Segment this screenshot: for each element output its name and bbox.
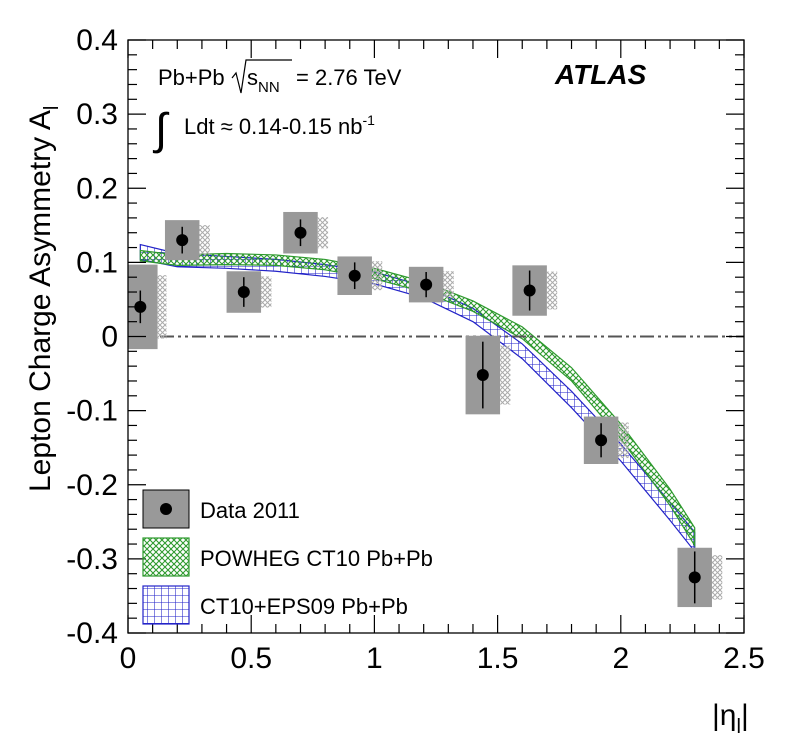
x-tick-label: 1.5 — [477, 642, 519, 675]
syst-hatch-box — [711, 555, 723, 600]
y-tick-label: -0.2 — [66, 469, 118, 502]
data-marker — [688, 571, 701, 584]
legend-item-powheg: POWHEG CT10 Pb+Pb — [142, 537, 433, 577]
x-tick-label: 0 — [120, 642, 137, 675]
experiment-label: ATLAS — [554, 59, 647, 90]
syst-hatch-box — [157, 275, 167, 339]
legend-label-eps09: CT10+EPS09 Pb+Pb — [200, 594, 408, 619]
y-axis-title: Lepton Charge Asymmetry Al — [24, 106, 63, 492]
integral-sign: ∫ — [152, 105, 170, 154]
y-tick-label: -0.3 — [66, 543, 118, 576]
data-point — [164, 220, 210, 261]
data-marker — [476, 369, 489, 382]
x-tick-label: 2 — [612, 642, 629, 675]
energy-value: = 2.76 TeV — [296, 65, 402, 90]
data-marker — [134, 300, 147, 313]
legend-item-data: Data 2011 — [142, 489, 300, 529]
energy-annotation: Pb+Pb sNN = 2.76 TeV — [158, 59, 402, 96]
data-marker — [420, 278, 433, 291]
data-marker — [348, 269, 361, 282]
y-tick-label: 0.3 — [76, 98, 118, 131]
y-tick-label: 0 — [101, 321, 118, 354]
y-tick-label: -0.1 — [66, 395, 118, 428]
data-point — [677, 547, 723, 608]
syst-hatch-box — [261, 276, 272, 308]
data-point — [583, 416, 629, 464]
data-marker — [237, 286, 250, 299]
syst-hatch-box — [500, 345, 511, 405]
data-points — [128, 211, 723, 608]
x-tick-label: 2.5 — [723, 642, 765, 675]
syst-hatch-box — [199, 225, 210, 256]
legend-item-eps09: CT10+EPS09 Pb+Pb — [142, 585, 408, 625]
lumi-label: Ldt ≈ 0.14-0.15 nb-1 — [184, 112, 375, 139]
x-tick-label: 1 — [366, 642, 383, 675]
legend-label-powheg: POWHEG CT10 Pb+Pb — [200, 546, 433, 571]
data-point — [337, 256, 383, 295]
data-point — [512, 265, 558, 316]
data-point — [408, 266, 454, 303]
data-marker — [294, 226, 307, 239]
axis-tick-labels: 0 0.5 1 1.5 2 2.5 -0.4 -0.3 -0.2 -0.1 0 0.1 0.2 0.3 0.… — [66, 24, 765, 675]
data-point — [226, 271, 272, 313]
sqrt-symbol — [231, 59, 292, 94]
data-point — [283, 211, 329, 254]
syst-hatch-box — [546, 271, 558, 310]
y-tick-label: 0.1 — [76, 246, 118, 279]
axis-ticks — [127, 39, 745, 634]
data-marker — [176, 234, 189, 247]
legend-marker-data — [160, 503, 172, 515]
lumi-annotation: ∫ Ldt ≈ 0.14-0.15 nb-1 — [152, 105, 375, 154]
data-marker — [595, 434, 608, 447]
legend-swatch-eps09 — [142, 585, 190, 625]
legend-swatch-powheg — [142, 537, 190, 577]
data-marker — [523, 284, 536, 297]
syst-hatch-box — [443, 271, 454, 298]
syst-hatch-box — [317, 217, 329, 249]
x-axis-title: |ηl| — [712, 699, 749, 738]
x-tick-label: 0.5 — [230, 642, 272, 675]
y-tick-label: 0.4 — [76, 24, 118, 57]
y-tick-label: -0.4 — [66, 617, 118, 650]
system-label: Pb+Pb — [158, 65, 225, 90]
data-point — [465, 335, 511, 415]
syst-hatch-box — [371, 261, 383, 291]
sqrt-s-label: sNN — [247, 65, 280, 96]
syst-hatch-box — [618, 422, 629, 459]
legend: Data 2011 POWHEG CT10 Pb+Pb CT10+EPS09 P… — [142, 489, 433, 625]
y-tick-label: 0.2 — [76, 172, 118, 205]
legend-label-data: Data 2011 — [200, 498, 300, 523]
